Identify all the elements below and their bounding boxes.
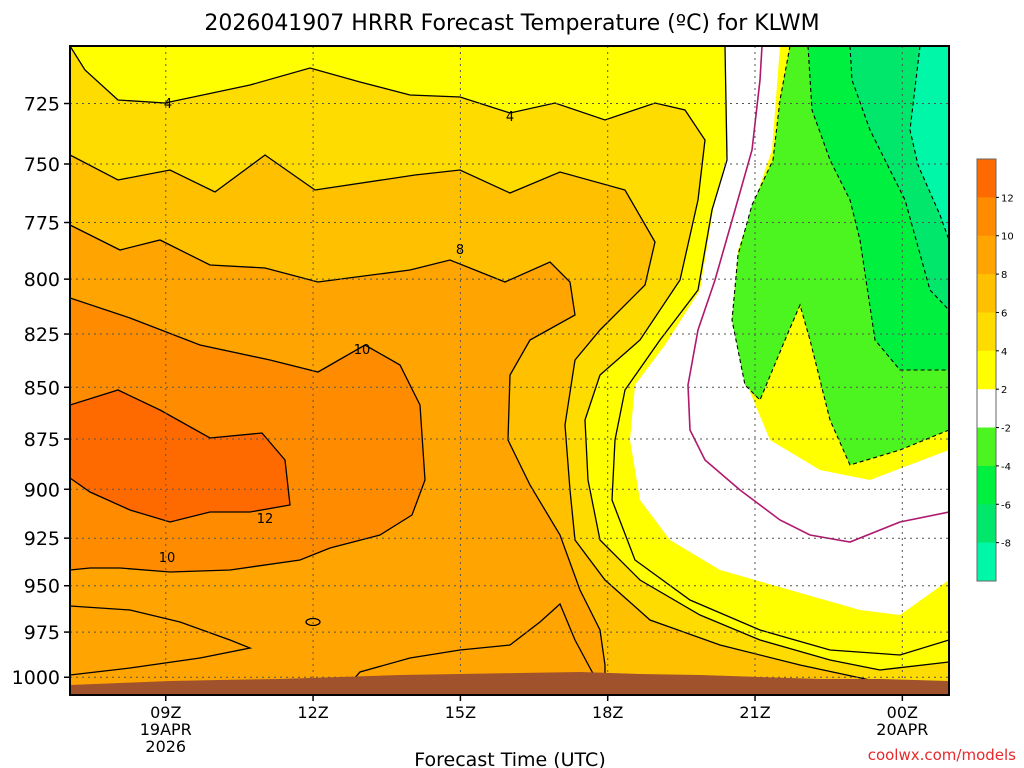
- x-tick-label: 15Z: [445, 703, 476, 722]
- colorbar-swatch: [977, 350, 996, 390]
- gridlines: [70, 46, 949, 695]
- y-axis: 725 750 775 800 825 850 875 900 925 950 975 1000: [12, 94, 70, 689]
- contour-value-label: 4: [164, 97, 172, 112]
- colorbar-swatch: [977, 427, 996, 467]
- band-surface-left: [70, 606, 250, 675]
- colorbar-label: 6: [1001, 308, 1007, 319]
- x-tick-label: 09Z: [150, 703, 181, 722]
- band-surface-warm: [340, 604, 605, 695]
- x-tick-label: 18Z: [592, 703, 623, 722]
- colorbar-label: 12: [1001, 193, 1014, 204]
- colorbar-swatch: [977, 504, 996, 544]
- contour-value-label: 10: [159, 551, 176, 566]
- x-tick-label: 12Z: [297, 703, 328, 722]
- y-tick-label: 925: [24, 528, 60, 550]
- x-tick-label: 00Z: [887, 703, 918, 722]
- colorbar-swatch: [977, 235, 996, 275]
- band-0: [630, 46, 949, 615]
- colorbar-label: -8: [1001, 539, 1011, 550]
- x-tick-label: 20APR: [876, 720, 928, 739]
- colorbar-label: 2: [1001, 385, 1007, 396]
- y-tick-label: 875: [24, 429, 60, 451]
- freezing-line: [687, 46, 949, 543]
- x-axis-label: Forecast Time (UTC): [414, 749, 605, 768]
- colorbar-frame: [976, 158, 997, 582]
- contour-value-label: 12: [257, 512, 274, 527]
- colorbar: 12 10 8 6 4 2 -2 -4 -6 -8: [976, 158, 1014, 582]
- y-tick-label: 825: [24, 324, 60, 346]
- y-tick-label: 900: [24, 479, 60, 501]
- ground-surface: [70, 672, 949, 695]
- colorbar-swatch: [977, 389, 996, 429]
- y-tick-label: 950: [24, 576, 60, 598]
- x-tick-label: 2026: [145, 737, 186, 756]
- colorbar-swatch: [977, 274, 996, 313]
- x-tick-label: 19APR: [140, 720, 192, 739]
- y-tick-label: 975: [24, 622, 60, 644]
- watermark: coolwx.com/models: [868, 746, 1016, 764]
- band-minus-8-to-minus-10: [910, 46, 949, 240]
- colorbar-swatch: [977, 312, 996, 352]
- colorbar-label: 4: [1001, 347, 1007, 358]
- colorbar-label: 10: [1001, 232, 1014, 243]
- y-tick-label: 725: [24, 94, 60, 116]
- colorbar-swatch: [977, 542, 996, 582]
- contour-lines: [70, 46, 949, 695]
- colorbar-swatch: [977, 159, 996, 198]
- colorbar-swatch: [977, 197, 996, 237]
- contour-value-label: 4: [506, 110, 514, 125]
- colorbar-label: 8: [1001, 270, 1007, 281]
- colorbar-label: -6: [1001, 500, 1011, 511]
- negative-contour-lines: [731, 46, 949, 466]
- y-tick-label: 800: [24, 269, 60, 291]
- colorbar-label: -2: [1001, 424, 1011, 435]
- y-tick-label: 1000: [12, 667, 60, 689]
- colorbar-label: -4: [1001, 462, 1011, 473]
- plot-frame: [69, 45, 950, 696]
- y-tick-label: 850: [24, 377, 60, 399]
- x-tick-label: 21Z: [739, 703, 770, 722]
- y-tick-label: 775: [24, 212, 60, 234]
- contour-value-label: 10: [354, 343, 371, 358]
- colorbar-swatch: [977, 465, 996, 505]
- y-tick-label: 750: [24, 154, 60, 176]
- chart-title: 2026041907 HRRR Forecast Temperature (ºC…: [204, 11, 819, 36]
